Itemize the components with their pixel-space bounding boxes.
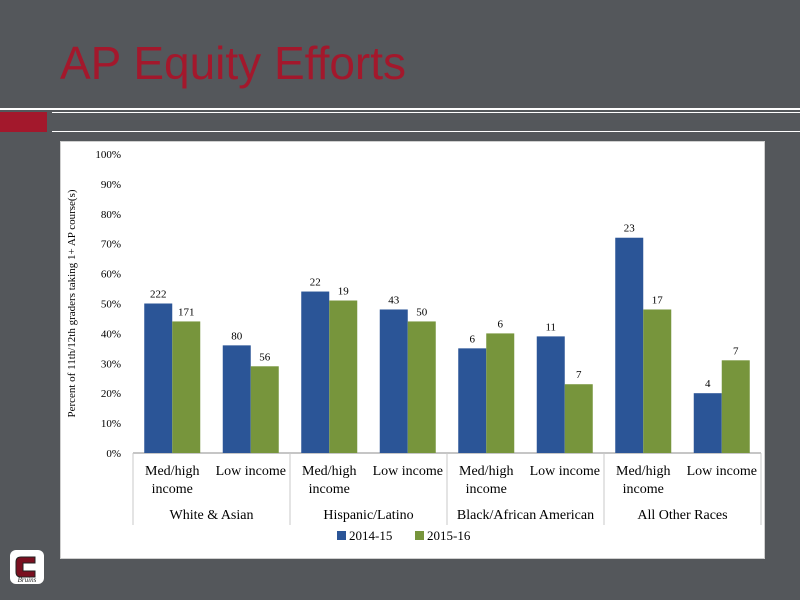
bar-2015-16-6 bbox=[643, 309, 672, 453]
y-tick-label: 10% bbox=[101, 418, 121, 430]
accent-bar-gray bbox=[52, 112, 800, 132]
bar-2015-16-3 bbox=[407, 321, 436, 453]
y-tick-label: 70% bbox=[101, 239, 121, 251]
bar-2014-15-1 bbox=[222, 345, 251, 453]
x-category-label: income bbox=[152, 482, 193, 497]
bar-2014-15-0 bbox=[144, 303, 173, 453]
x-group-label: Hispanic/Latino bbox=[323, 508, 413, 523]
data-label: 56 bbox=[259, 351, 271, 363]
x-group-label: Black/African American bbox=[457, 508, 594, 523]
x-category-label: Low income bbox=[530, 464, 600, 479]
data-label: 6 bbox=[498, 318, 504, 330]
bar-2014-15-7 bbox=[693, 393, 722, 453]
x-group-label: White & Asian bbox=[170, 508, 254, 523]
bar-2015-16-1 bbox=[250, 366, 279, 453]
title-divider bbox=[0, 108, 800, 110]
data-label: 19 bbox=[338, 286, 350, 298]
bar-2015-16-7 bbox=[721, 360, 750, 453]
bruins-c-logo-icon: Bruins bbox=[10, 550, 44, 584]
logo-text: Bruins bbox=[18, 576, 37, 584]
y-tick-label: 20% bbox=[101, 388, 121, 400]
x-category-label: Med/high bbox=[616, 464, 670, 479]
x-category-label: income bbox=[466, 482, 507, 497]
chart-panel: Percent of 11th/12th graders taking 1+ A… bbox=[60, 141, 765, 559]
x-category-label: Low income bbox=[373, 464, 443, 479]
data-label: 4 bbox=[705, 378, 711, 390]
data-label: 17 bbox=[652, 294, 664, 306]
legend-swatch bbox=[337, 531, 346, 540]
data-label: 23 bbox=[624, 223, 636, 235]
data-label: 50 bbox=[416, 306, 428, 318]
x-category-label: Low income bbox=[687, 464, 757, 479]
data-label: 6 bbox=[470, 333, 476, 345]
bar-2014-15-5 bbox=[536, 336, 565, 453]
x-category-label: Med/high bbox=[459, 464, 513, 479]
x-category-label: Med/high bbox=[145, 464, 199, 479]
y-tick-label: 50% bbox=[101, 299, 121, 311]
data-label: 7 bbox=[733, 345, 739, 357]
bar-2014-15-4 bbox=[458, 348, 487, 453]
data-label: 22 bbox=[310, 277, 321, 289]
data-label: 222 bbox=[150, 289, 167, 301]
y-tick-label: 100% bbox=[95, 149, 121, 161]
bar-2014-15-2 bbox=[301, 291, 330, 453]
x-category-label: income bbox=[623, 482, 664, 497]
data-label: 171 bbox=[178, 306, 195, 318]
title-band bbox=[0, 0, 800, 108]
bar-2015-16-5 bbox=[564, 384, 593, 453]
legend-label: 2015-16 bbox=[427, 528, 471, 543]
slide-title: AP Equity Efforts bbox=[60, 37, 407, 89]
data-label: 11 bbox=[545, 321, 556, 333]
bar-2015-16-0 bbox=[172, 321, 201, 453]
bar-2014-15-3 bbox=[379, 309, 408, 453]
y-tick-label: 0% bbox=[106, 448, 121, 460]
y-tick-label: 80% bbox=[101, 209, 121, 221]
y-tick-label: 90% bbox=[101, 179, 121, 191]
accent-bar-red bbox=[0, 112, 47, 132]
y-tick-label: 60% bbox=[101, 269, 121, 281]
bar-2015-16-2 bbox=[329, 300, 358, 453]
x-category-label: Med/high bbox=[302, 464, 356, 479]
y-tick-label: 30% bbox=[101, 358, 121, 370]
data-label: 80 bbox=[231, 330, 243, 342]
bar-2015-16-4 bbox=[486, 333, 515, 453]
x-category-label: Low income bbox=[216, 464, 286, 479]
y-axis-label: Percent of 11th/12th graders taking 1+ A… bbox=[66, 189, 78, 417]
x-group-label: All Other Races bbox=[637, 508, 727, 523]
data-label: 43 bbox=[388, 294, 400, 306]
data-label: 7 bbox=[576, 369, 582, 381]
x-category-label: income bbox=[309, 482, 350, 497]
legend-label: 2014-15 bbox=[349, 528, 392, 543]
bar-2014-15-6 bbox=[615, 237, 644, 453]
legend-swatch bbox=[415, 531, 424, 540]
y-tick-label: 40% bbox=[101, 328, 121, 340]
bar-chart: Percent of 11th/12th graders taking 1+ A… bbox=[66, 149, 762, 543]
